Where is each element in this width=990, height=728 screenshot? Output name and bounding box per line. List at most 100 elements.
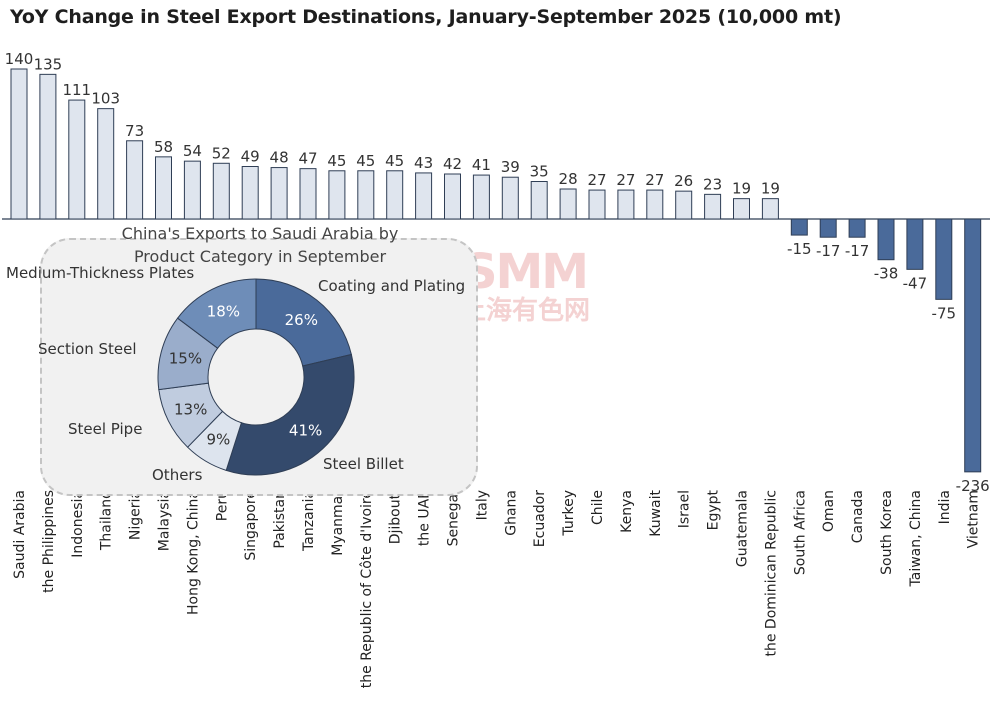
data-label: -236: [956, 477, 990, 495]
bar: [704, 193, 722, 220]
category-label: the Republic of Côte d'Ivoire: [359, 490, 375, 688]
category-label: Djibouti: [388, 490, 404, 544]
data-label: 39: [501, 158, 520, 176]
bar: [646, 189, 664, 220]
slice-percent-label: 13%: [174, 401, 207, 419]
data-label: -15: [787, 240, 812, 258]
slice-category-label: Steel Billet: [323, 455, 404, 473]
slice-category-label: Medium-Thickness Plates: [6, 264, 195, 282]
data-label: -75: [932, 304, 957, 322]
category-label: Kuwait: [648, 489, 664, 536]
slice-category-label: Steel Pipe: [68, 420, 143, 438]
category-label: Thailand: [99, 490, 115, 551]
category-label: Kenya: [619, 490, 635, 533]
category-label: India: [937, 490, 953, 524]
category-label: Canada: [850, 490, 866, 543]
bar: [10, 68, 28, 220]
bar: [848, 218, 866, 238]
data-label: 73: [125, 122, 144, 140]
category-label: Saudi Arabia: [12, 490, 28, 579]
bar: [386, 170, 404, 220]
category-label: the UAE: [417, 490, 433, 546]
category-label: Indonesia: [70, 490, 86, 558]
data-label: 52: [212, 144, 231, 162]
category-label: Ecuador: [532, 490, 548, 547]
data-label: 26: [674, 172, 693, 190]
data-label: 27: [616, 171, 635, 189]
data-label: 27: [587, 171, 606, 189]
bar: [270, 167, 288, 220]
inset-title: China's Exports to Saudi Arabia by Produ…: [121, 224, 399, 266]
bar: [444, 173, 461, 220]
bar: [328, 170, 346, 220]
slice-percent-label: 18%: [207, 303, 240, 321]
data-label: 45: [385, 152, 404, 170]
category-label: Senegal: [446, 490, 462, 546]
slice-percent-label: 26%: [285, 311, 318, 329]
watermark: SMM 上海有色网: [460, 248, 590, 326]
bar: [501, 176, 519, 220]
slice-category-label: Section Steel: [38, 340, 137, 358]
data-label: 54: [183, 142, 202, 160]
bar: [183, 160, 201, 220]
category-label: South Africa: [792, 490, 808, 575]
bar: [935, 218, 953, 300]
slice-percent-label: 41%: [289, 422, 322, 440]
category-label: Pakistan: [272, 490, 288, 549]
bar: [761, 198, 779, 220]
category-label: Myanmar: [330, 490, 346, 556]
category-label: Tanzania: [301, 490, 317, 552]
category-label: Turkey: [561, 490, 577, 537]
bar: [733, 198, 750, 220]
bar: [530, 181, 548, 220]
data-label: 41: [472, 156, 491, 174]
category-label: Chile: [590, 490, 606, 525]
category-label: Malaysia: [157, 490, 173, 551]
chart-title: YoY Change in Steel Export Destinations,…: [10, 6, 842, 28]
bar: [588, 189, 606, 220]
category-label: Singapore: [243, 490, 259, 561]
bar: [877, 218, 895, 261]
category-label: Hong Kong, China: [185, 490, 201, 615]
data-label: 42: [443, 155, 462, 173]
bar: [964, 218, 982, 473]
bar: [617, 189, 635, 220]
category-label: Ghana: [503, 490, 519, 536]
bar: [559, 188, 577, 220]
slice-percent-label: 15%: [169, 349, 202, 367]
category-label: South Korea: [879, 490, 895, 575]
slice-category-label: Others: [152, 466, 203, 484]
data-label: 28: [559, 170, 578, 188]
watermark-text: 上海有色网: [460, 296, 591, 326]
data-label: -47: [903, 274, 928, 292]
data-label: 111: [62, 81, 91, 99]
category-label: Guatemala: [735, 490, 751, 567]
data-label: 48: [270, 149, 289, 167]
data-label: 47: [298, 150, 317, 168]
slice-category-label: Coating and Plating: [318, 277, 466, 295]
data-label: -38: [874, 265, 899, 283]
data-label: 58: [154, 138, 173, 156]
category-label: Israel: [677, 490, 693, 528]
bar: [790, 218, 808, 236]
category-label: the Dominican Republic: [763, 490, 779, 657]
slice-percent-label: 9%: [207, 431, 231, 449]
donut-slice: [225, 353, 355, 476]
bar: [675, 190, 693, 220]
data-label: 135: [34, 55, 63, 73]
bar: [415, 172, 433, 220]
bar: [68, 99, 86, 220]
data-label: 19: [732, 180, 751, 198]
donut-slice: [176, 278, 257, 349]
category-label: Nigeria: [128, 490, 144, 540]
data-label: -17: [816, 242, 841, 260]
category-label: Italy: [474, 490, 490, 520]
data-label: 49: [241, 148, 260, 166]
category-label: Oman: [821, 490, 837, 532]
bar: [357, 170, 375, 220]
data-label: 23: [703, 175, 722, 193]
bar: [155, 156, 172, 220]
category-label: Egypt: [706, 490, 722, 531]
